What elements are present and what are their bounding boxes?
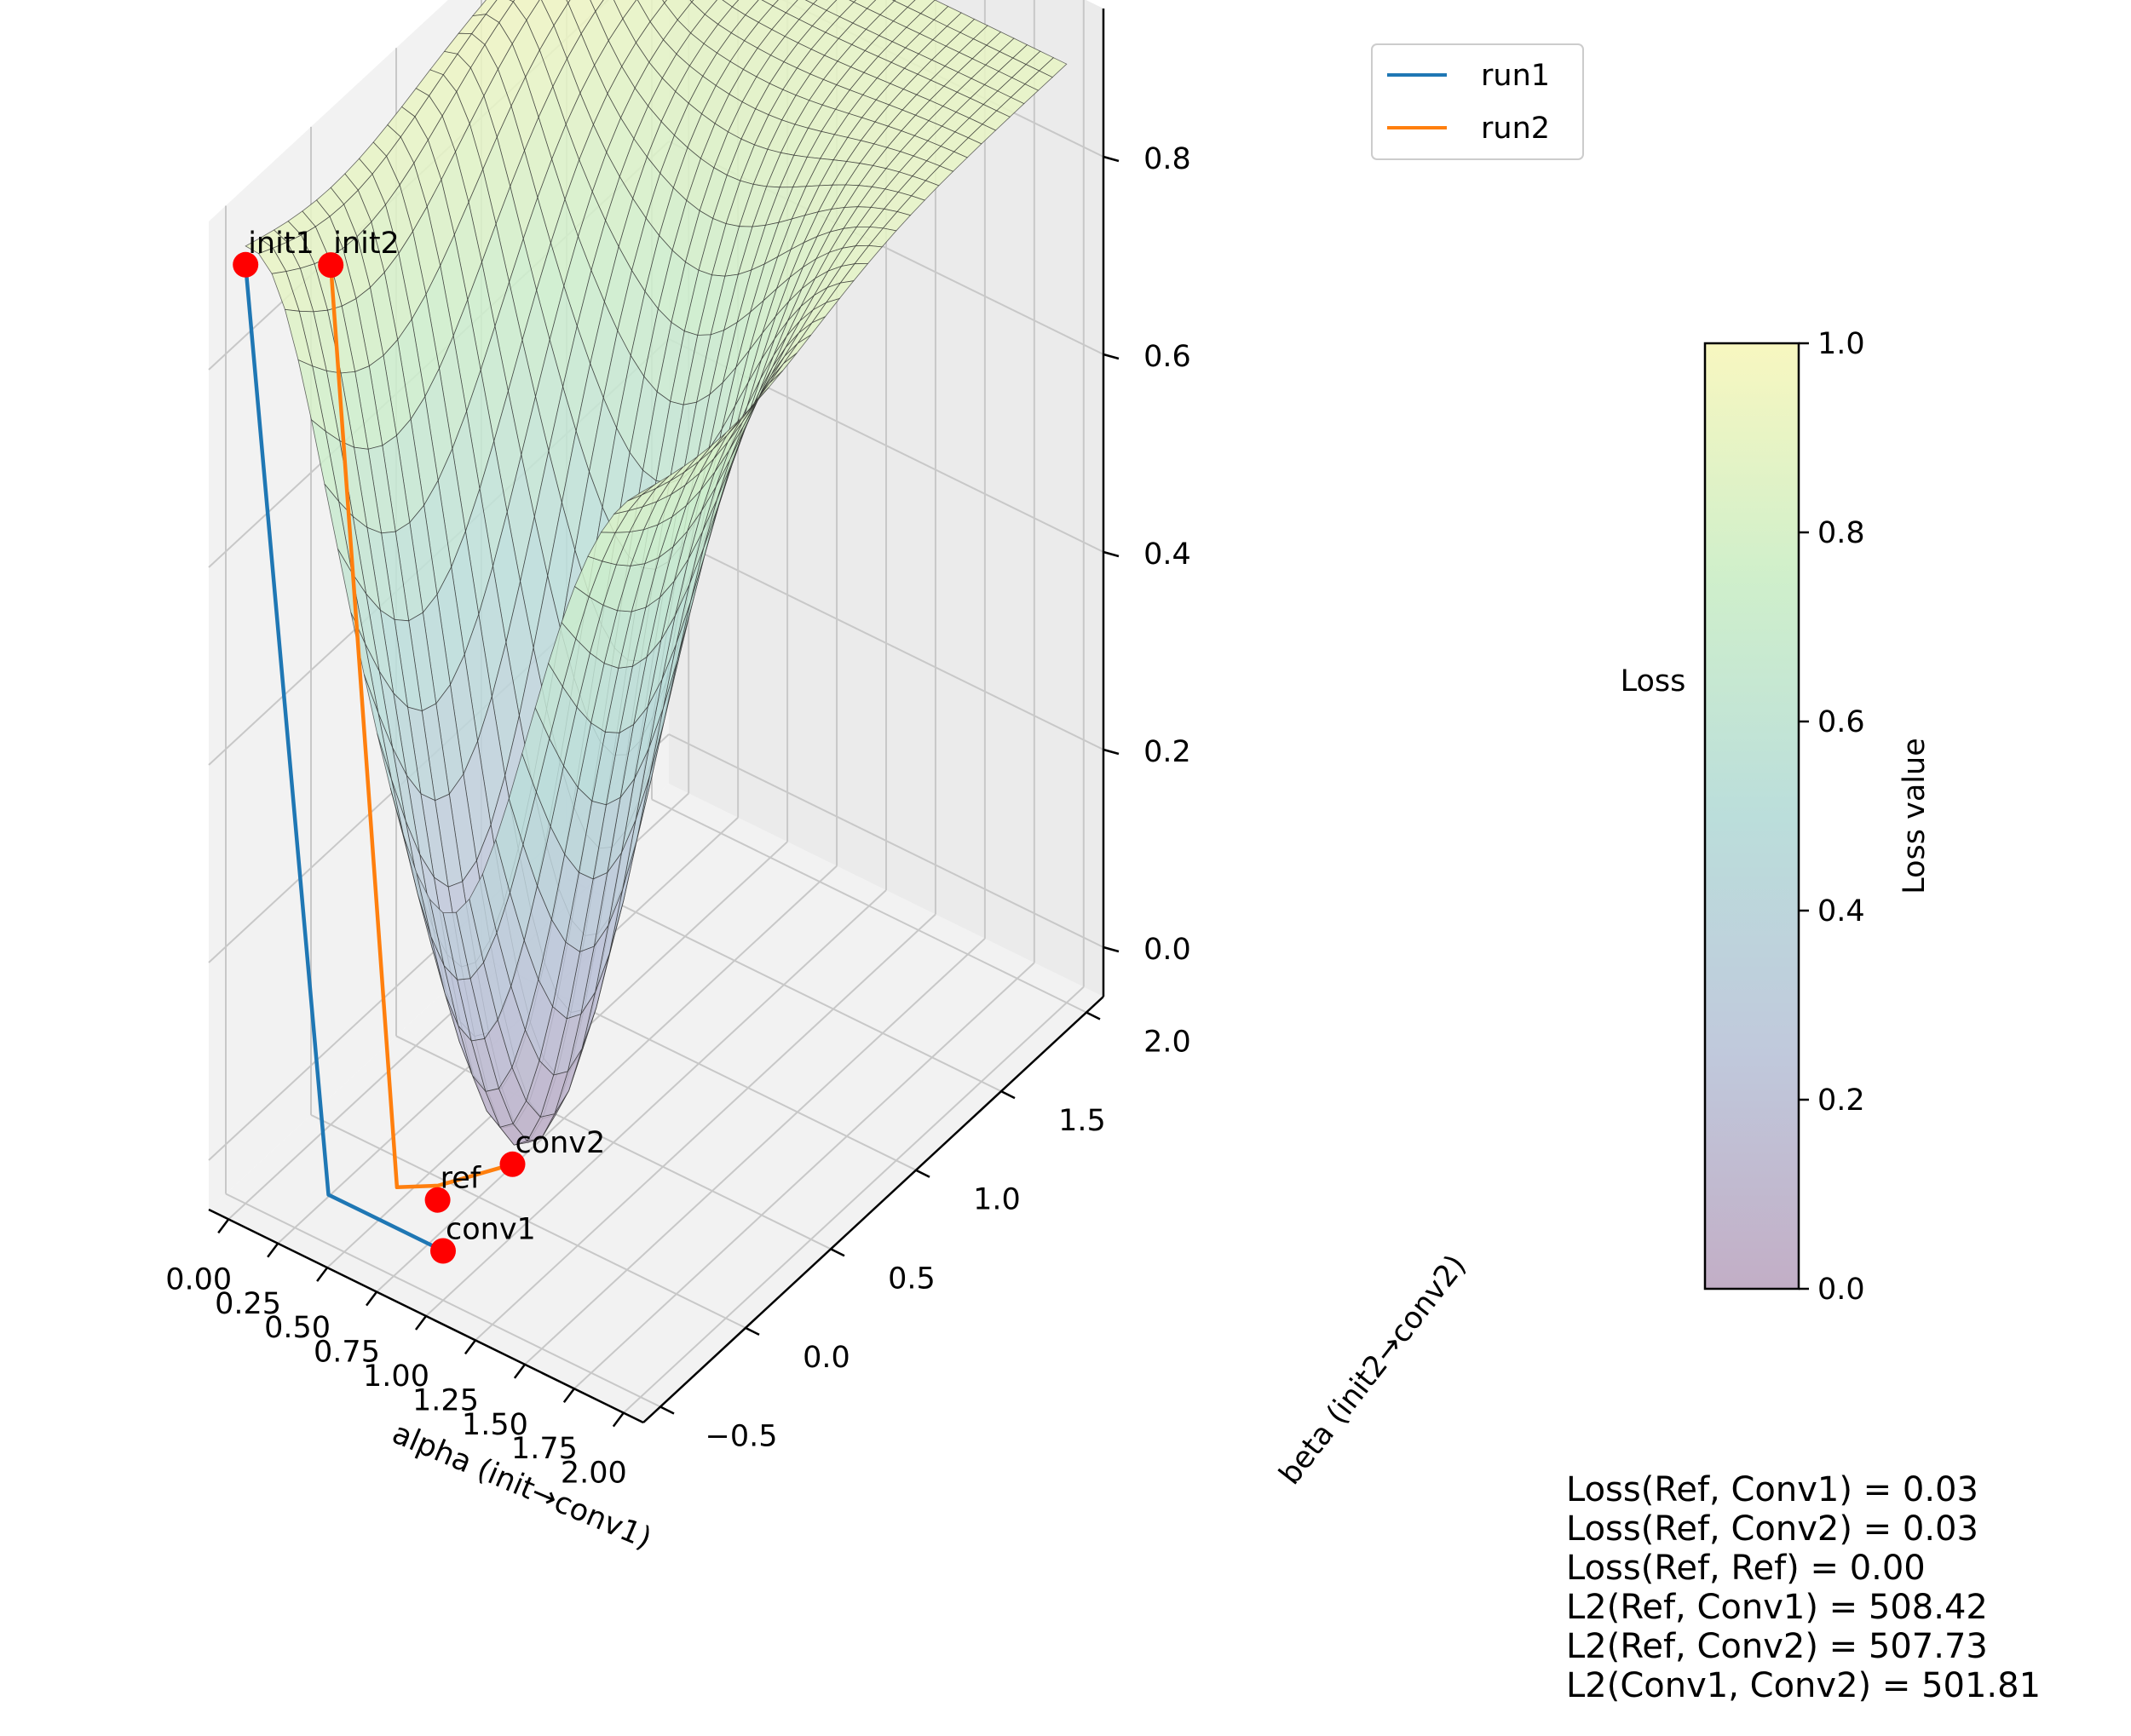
stats-line: Loss(Ref, Conv2) = 0.03 — [1566, 1509, 1978, 1549]
y-gridline-floor — [395, 1035, 832, 1250]
y-tick-label: 1.5 — [1058, 1104, 1106, 1138]
colorbar-tick-label: 0.8 — [1817, 516, 1865, 550]
legend: run1 run2 — [1371, 43, 1584, 160]
x-tick — [267, 1243, 279, 1258]
marker-label-ref: ref — [441, 1162, 481, 1196]
colorbar-tick-label: 0.2 — [1817, 1084, 1865, 1118]
z-tick — [1103, 155, 1120, 163]
x-gridline-floor — [475, 913, 936, 1342]
colorbar-title: Loss value — [1898, 738, 1932, 894]
x-tick — [366, 1291, 378, 1307]
y-axis-title: beta (init2→conv2) — [1273, 1249, 1473, 1492]
x-tick — [612, 1411, 625, 1428]
z-tick-label: 0.0 — [1143, 933, 1191, 967]
trajectory-series — [243, 264, 514, 1253]
y-tick — [1000, 1089, 1016, 1100]
colorbar-tick-label: 1.0 — [1817, 327, 1865, 361]
stats-line: Loss(Ref, Ref) = 0.00 — [1566, 1549, 1926, 1588]
y-tick-label: 2.0 — [1143, 1026, 1191, 1060]
axis-ticks: 0.000.250.500.751.001.251.501.752.00 −0.5… — [165, 142, 1191, 1491]
surface-facet — [627, 484, 655, 502]
x-tick-label: 2.00 — [561, 1457, 627, 1491]
colorbar-tick-label: 0.0 — [1817, 1273, 1865, 1307]
x-tick-label: 0.00 — [165, 1262, 232, 1296]
x-tick — [562, 1388, 575, 1403]
y-tick — [1086, 1011, 1101, 1020]
legend-box — [1371, 43, 1584, 160]
x-tick — [217, 1218, 230, 1234]
stats-line: Loss(Ref, Conv1) = 0.03 — [1566, 1470, 1978, 1509]
z-gridline-back — [668, 536, 1104, 750]
x-tick-label: 1.00 — [363, 1359, 429, 1394]
marker-ref — [424, 1187, 451, 1213]
x-tick — [316, 1267, 329, 1282]
x-tick-label: 1.50 — [462, 1408, 528, 1442]
y-gridline-floor — [566, 877, 1002, 1093]
x-gridline-floor — [376, 865, 838, 1293]
z-tick-label: 0.8 — [1143, 142, 1191, 176]
y-tick-label: 1.0 — [973, 1183, 1021, 1217]
x-tick-label: 0.25 — [215, 1287, 281, 1321]
z-tick — [1103, 748, 1120, 756]
marker-label-init2: init2 — [333, 227, 400, 261]
colorbar-gradient — [1703, 342, 1800, 1291]
y-axis-line — [642, 996, 1104, 1423]
colorbar-ticks: 0.0 0.2 0.4 0.6 0.8 1.0 — [1799, 327, 1865, 1307]
x-tick-label: 0.75 — [314, 1336, 380, 1370]
x-tick — [415, 1315, 427, 1331]
marker-label-conv1: conv1 — [446, 1213, 536, 1247]
y-tick — [659, 1405, 675, 1415]
z-tick-label: 0.4 — [1143, 537, 1191, 572]
x-tick — [513, 1364, 526, 1379]
x-gridline-floor — [573, 962, 1035, 1389]
marker-label-conv2: conv2 — [515, 1126, 606, 1160]
stats-box: Loss(Ref, Conv1) = 0.03 Loss(Ref, Conv2)… — [1566, 1470, 2041, 1705]
z-tick — [1103, 353, 1120, 360]
stats-line: L2(Ref, Conv1) = 508.42 — [1566, 1588, 1988, 1627]
y-tick — [745, 1326, 760, 1336]
y-tick — [830, 1248, 845, 1257]
legend-label-run1: run1 — [1481, 59, 1550, 93]
x-gridline-floor — [524, 938, 986, 1365]
colorbar: 0.0 0.2 0.4 0.6 0.8 1.0 Loss value — [1703, 327, 1932, 1307]
y-tick — [915, 1169, 930, 1178]
x-tick — [464, 1339, 476, 1355]
loss-surface — [245, 0, 1068, 1146]
colorbar-tick-label: 0.6 — [1817, 705, 1865, 739]
y-tick-label: 0.5 — [888, 1262, 936, 1296]
series-line-run2 — [328, 264, 514, 1190]
marker-label-init1: init1 — [248, 227, 314, 261]
y-gridline-floor — [310, 1113, 746, 1329]
y-gridline-floor — [225, 1193, 661, 1408]
y-tick-label: −0.5 — [706, 1420, 778, 1454]
marker-init1 — [233, 251, 259, 278]
stats-line: L2(Ref, Conv2) = 507.73 — [1566, 1627, 1988, 1666]
x-tick-label: 1.25 — [412, 1383, 479, 1417]
x-tick-label: 0.50 — [264, 1311, 331, 1345]
z-gridline-back — [668, 733, 1104, 948]
z-tick-label: 0.2 — [1143, 735, 1191, 769]
point-markers: init1 init2 ref conv1 conv2 — [233, 227, 605, 1264]
stats-line: L2(Conv1, Conv2) = 501.81 — [1566, 1666, 2041, 1705]
z-axis-title: Loss — [1621, 664, 1686, 698]
z-tick-label: 0.6 — [1143, 340, 1191, 374]
colorbar-tick-label: 0.4 — [1817, 894, 1865, 928]
marker-conv1 — [430, 1238, 456, 1264]
marker-init2 — [318, 252, 344, 279]
series-line-run1 — [243, 264, 444, 1253]
x-tick-label: 1.75 — [511, 1432, 578, 1466]
x-gridline-floor — [623, 986, 1085, 1414]
marker-conv2 — [499, 1151, 526, 1177]
y-tick-label: 0.0 — [803, 1341, 850, 1375]
z-tick — [1103, 550, 1120, 558]
legend-label-run2: run2 — [1481, 112, 1550, 146]
z-tick — [1103, 946, 1120, 953]
y-gridline-floor — [651, 798, 1087, 1014]
x-gridline-floor — [425, 889, 887, 1317]
